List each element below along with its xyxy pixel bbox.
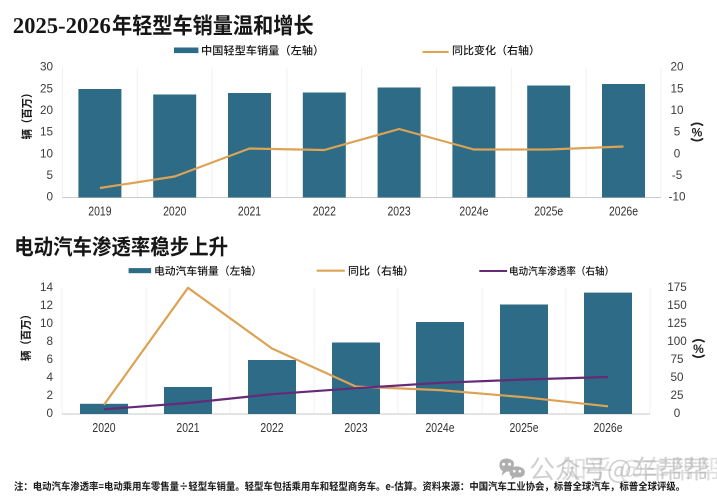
svg-text:125: 125 [667,317,687,330]
svg-text:2023: 2023 [344,420,367,435]
svg-text:150: 150 [667,299,687,312]
svg-text:100: 100 [667,335,687,348]
svg-text:20: 20 [40,104,54,117]
svg-text:175: 175 [667,281,687,294]
svg-text:75: 75 [670,353,684,366]
svg-text:5: 5 [46,169,53,182]
svg-text:2022: 2022 [313,203,336,218]
svg-text:10: 10 [670,104,684,117]
svg-text:25: 25 [40,82,54,95]
svg-text:4: 4 [46,371,53,384]
svg-text:2021: 2021 [176,420,199,435]
svg-text:%: % [693,342,704,356]
svg-text:2024e: 2024e [426,420,455,435]
svg-text:25: 25 [670,389,684,402]
svg-text:2023: 2023 [388,203,411,218]
svg-text:10: 10 [40,147,54,160]
svg-text:2020: 2020 [92,420,115,435]
svg-text:%: % [692,125,703,139]
svg-text:0: 0 [46,407,53,420]
svg-text:50: 50 [670,371,684,384]
svg-text:8: 8 [46,335,53,348]
svg-text:2024e: 2024e [459,203,488,218]
svg-text:2019: 2019 [88,203,111,218]
svg-text:15: 15 [670,82,684,95]
svg-text:10: 10 [40,317,54,330]
svg-text:2021: 2021 [238,203,261,218]
svg-text:0: 0 [46,191,53,204]
svg-text:2026e: 2026e [609,203,638,218]
svg-text:2026e: 2026e [594,420,623,435]
svg-text:12: 12 [40,299,53,312]
svg-text:0: 0 [674,407,681,420]
svg-text:5: 5 [674,126,681,139]
svg-text:2: 2 [46,389,53,402]
svg-text:14: 14 [40,281,54,294]
svg-text:2025e: 2025e [510,420,539,435]
svg-text:-10: -10 [669,191,686,204]
svg-text:2022: 2022 [260,420,283,435]
svg-text:30: 30 [40,61,54,74]
svg-text:15: 15 [40,126,54,139]
svg-text:2025e: 2025e [534,203,563,218]
svg-text:-5: -5 [672,169,683,182]
svg-text:6: 6 [46,353,53,366]
svg-text:2020: 2020 [163,203,186,218]
svg-text:0: 0 [674,147,681,160]
svg-text:20: 20 [670,61,684,74]
